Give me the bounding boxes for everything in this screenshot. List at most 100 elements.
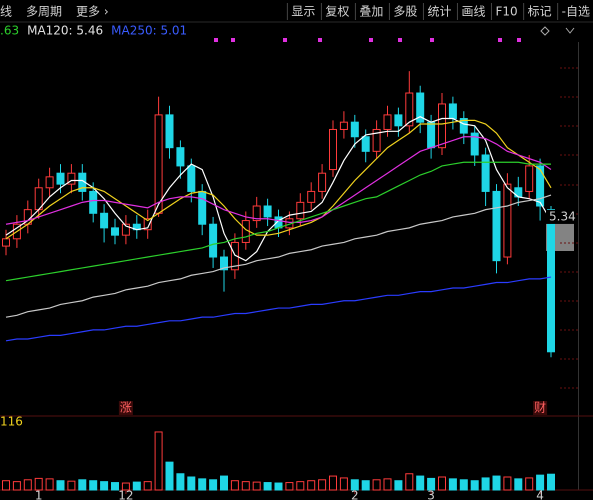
candle-body — [318, 172, 327, 192]
event-label[interactable]: 财 — [534, 401, 546, 415]
ma-line — [5, 136, 552, 225]
ma-line — [5, 194, 552, 318]
toolbar-button[interactable]: F10 — [495, 5, 517, 19]
candle-body — [252, 205, 261, 222]
volume-bar — [209, 479, 218, 491]
candle-body — [45, 176, 54, 189]
toolbar-button[interactable]: 标记 — [528, 5, 552, 19]
toolbar-button[interactable]: 多股 — [393, 5, 417, 19]
ma-line — [5, 276, 552, 342]
candle-body — [154, 114, 163, 214]
volume-bar — [514, 478, 523, 491]
legend-entry: MA250: 5.01 — [111, 24, 187, 38]
candle-body — [394, 114, 403, 127]
candle-body — [372, 128, 381, 152]
diamond-icon[interactable] — [540, 26, 550, 36]
marker-dot — [318, 38, 322, 42]
volume-bar — [470, 480, 479, 491]
ma-line — [5, 161, 551, 282]
toolbar-item[interactable]: 多周期 — [26, 5, 62, 19]
ma-line — [5, 119, 552, 240]
marker-dot — [498, 38, 502, 42]
volume-bar — [12, 481, 21, 491]
volume-bar — [448, 478, 457, 491]
volume-bar — [241, 481, 250, 491]
volume-bar — [67, 480, 76, 491]
toolbar-button[interactable]: 统计 — [427, 5, 451, 19]
volume-bar — [394, 480, 403, 491]
x-tick-label: 2 — [351, 489, 359, 500]
candle-body — [89, 190, 98, 214]
marker-dot — [398, 38, 402, 42]
candle-body — [438, 103, 446, 149]
volume-bar — [361, 480, 370, 491]
candle-body — [187, 165, 196, 192]
toolbar-button[interactable]: 显示 — [291, 5, 315, 19]
x-tick-label: 4 — [536, 489, 544, 500]
candle-body — [470, 132, 479, 156]
volume-bar — [285, 482, 294, 491]
right-axis — [578, 42, 579, 490]
volume-bar — [2, 480, 10, 491]
volume-bar — [23, 479, 32, 491]
candle-body — [307, 190, 316, 203]
candle-body — [2, 238, 10, 247]
candle-body — [339, 121, 348, 130]
toolbar-item[interactable]: 线 — [0, 5, 12, 19]
candle-body — [481, 154, 490, 192]
event-label[interactable]: 涨 — [120, 400, 132, 415]
volume-bar — [56, 480, 65, 491]
toolbar-button[interactable]: 复权 — [325, 5, 349, 19]
candle-body — [209, 223, 218, 258]
volume-bar — [481, 477, 490, 491]
candle-body — [143, 218, 152, 231]
candle-body — [459, 118, 468, 134]
toolbar-button[interactable]: -自选 — [562, 5, 590, 19]
marker-dot — [430, 38, 434, 42]
toolbar-button[interactable]: 画线 — [461, 5, 485, 19]
candle-body — [492, 190, 501, 262]
volume-bar — [143, 481, 152, 491]
volume-label: 116 — [0, 415, 23, 429]
volume-bar — [307, 480, 316, 491]
volume-bar — [154, 431, 163, 491]
volume-bar — [78, 479, 87, 491]
toolbar-item[interactable]: 更多 › — [76, 5, 109, 19]
collapse-icon[interactable] — [565, 27, 575, 34]
candle-body — [100, 212, 109, 229]
volume-bar — [416, 475, 425, 491]
event-badge[interactable] — [118, 401, 133, 415]
candle-body — [427, 121, 436, 149]
toolbar-button[interactable]: 叠加 — [359, 5, 383, 19]
candle-body — [525, 165, 534, 192]
volume-bar — [492, 475, 501, 491]
candle-body — [503, 183, 512, 258]
x-tick-label: 12 — [118, 489, 133, 500]
x-tick-label: 3 — [427, 489, 435, 500]
candle-body — [416, 92, 425, 123]
volume-bar — [503, 476, 512, 491]
candle-body — [448, 103, 457, 120]
marker-dot — [517, 38, 521, 42]
volume-bar — [230, 480, 239, 491]
event-badge[interactable] — [533, 401, 548, 415]
candle-body — [111, 227, 119, 236]
marker-dot — [369, 38, 373, 42]
volume-bar — [111, 482, 119, 491]
volume-bar — [198, 478, 207, 491]
candle-body — [547, 209, 555, 353]
candle-body — [329, 128, 337, 171]
candle-body — [198, 190, 207, 225]
marker-dot — [214, 38, 218, 42]
candle-body — [350, 121, 359, 138]
volume-bar — [525, 477, 534, 491]
candle-body — [263, 205, 272, 218]
volume-bar — [165, 461, 174, 491]
candle-body — [56, 172, 65, 185]
candle-body — [536, 165, 545, 207]
volume-bar — [547, 473, 555, 491]
marker-dot — [231, 38, 235, 42]
volume-bar — [263, 482, 272, 491]
candle-body — [383, 114, 392, 130]
